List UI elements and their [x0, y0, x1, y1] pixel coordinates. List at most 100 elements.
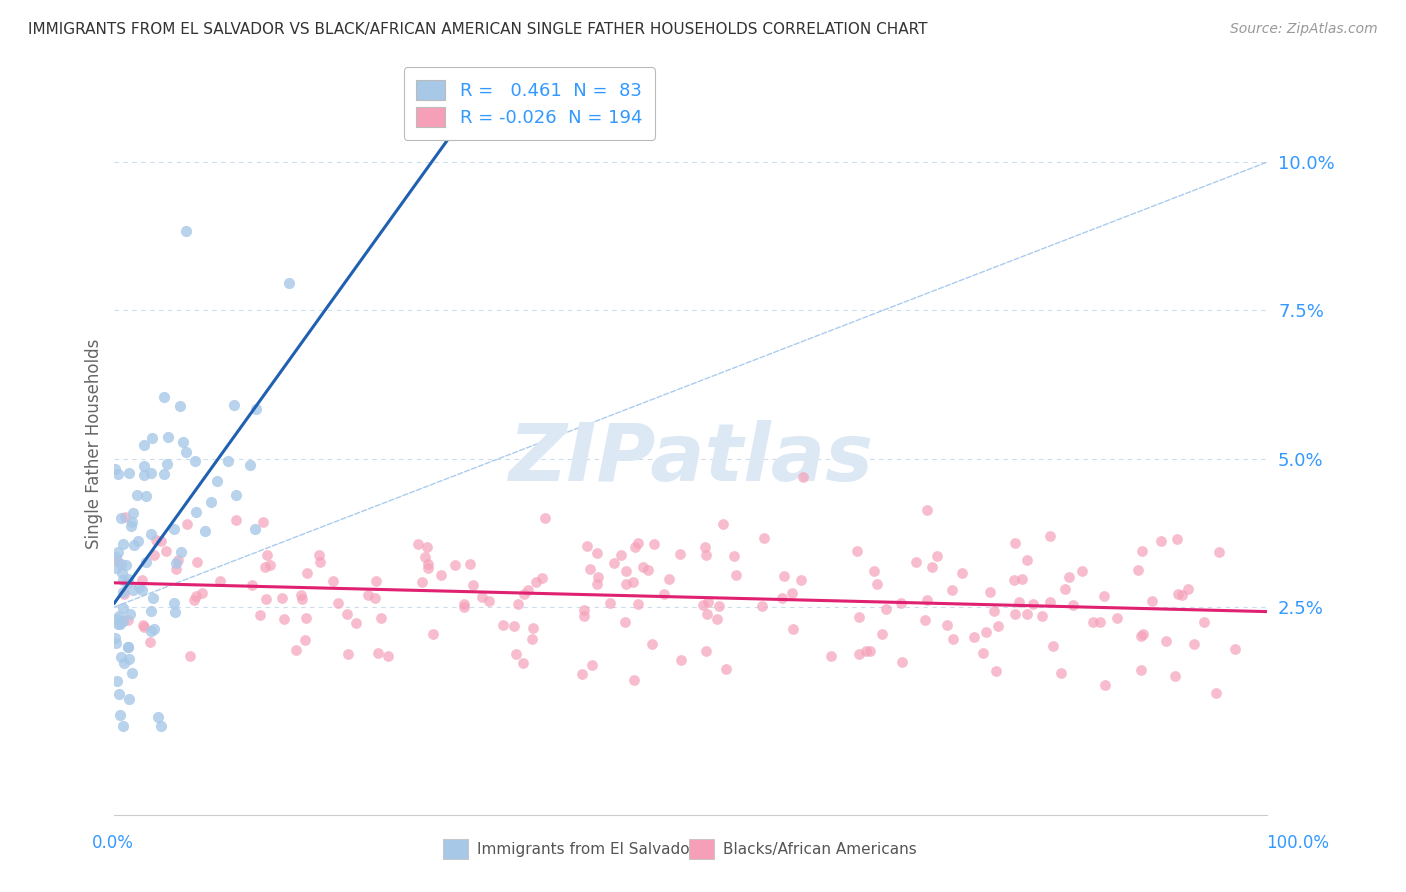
- Point: [367, 646, 389, 660]
- Point: [616, 576, 638, 591]
- Point: [183, 593, 205, 607]
- Point: [863, 564, 886, 578]
- Point: [165, 562, 187, 576]
- Point: [1031, 608, 1053, 623]
- Point: [522, 632, 544, 646]
- Point: [1225, 641, 1247, 656]
- Point: [370, 611, 392, 625]
- Point: [875, 602, 897, 616]
- Point: [309, 555, 332, 569]
- Point: [586, 577, 609, 591]
- Point: [751, 599, 773, 614]
- Point: [571, 667, 593, 681]
- Point: [121, 515, 143, 529]
- Point: [336, 607, 359, 621]
- Point: [1132, 627, 1154, 641]
- Point: [411, 574, 433, 589]
- Point: [122, 538, 145, 552]
- Point: [107, 467, 129, 482]
- Point: [122, 582, 145, 597]
- Point: [522, 621, 544, 635]
- Point: [121, 666, 143, 681]
- Point: [408, 537, 430, 551]
- Point: [112, 537, 135, 551]
- Point: [658, 572, 681, 586]
- Point: [1182, 637, 1205, 651]
- Point: [225, 513, 247, 527]
- Point: [1205, 685, 1227, 699]
- Y-axis label: Single Father Households: Single Father Households: [86, 339, 103, 549]
- Point: [1130, 629, 1153, 643]
- Point: [572, 609, 595, 624]
- Legend: R =   0.461  N =  83, R = -0.026  N = 194: R = 0.461 N = 83, R = -0.026 N = 194: [404, 68, 655, 140]
- Point: [127, 487, 149, 501]
- Point: [207, 474, 229, 488]
- Point: [294, 632, 316, 647]
- Point: [695, 644, 717, 658]
- Point: [112, 601, 135, 615]
- Point: [149, 718, 172, 732]
- Point: [1004, 607, 1026, 621]
- Point: [273, 612, 295, 626]
- Point: [240, 577, 263, 591]
- Point: [169, 400, 191, 414]
- Point: [983, 604, 1005, 618]
- Point: [344, 615, 367, 630]
- Point: [249, 608, 271, 623]
- Point: [1092, 589, 1115, 603]
- Point: [508, 597, 530, 611]
- Point: [150, 533, 173, 548]
- Point: [782, 623, 804, 637]
- Point: [357, 588, 380, 602]
- Point: [790, 573, 813, 587]
- Point: [870, 627, 893, 641]
- Point: [633, 560, 655, 574]
- Point: [131, 573, 153, 587]
- Point: [295, 566, 318, 581]
- Point: [245, 522, 267, 536]
- Point: [163, 522, 186, 536]
- Point: [623, 673, 645, 688]
- Point: [291, 592, 314, 607]
- Point: [105, 635, 128, 649]
- Point: [1039, 529, 1062, 543]
- Point: [1021, 597, 1043, 611]
- Point: [377, 649, 399, 664]
- Point: [170, 545, 193, 559]
- Point: [183, 454, 205, 468]
- Point: [118, 692, 141, 706]
- Point: [1130, 543, 1153, 558]
- Point: [517, 582, 540, 597]
- Point: [1004, 536, 1026, 550]
- Point: [599, 596, 621, 610]
- Point: [107, 616, 129, 631]
- Point: [128, 580, 150, 594]
- Point: [217, 454, 239, 468]
- Point: [111, 566, 134, 580]
- Point: [492, 618, 515, 632]
- Point: [413, 549, 436, 564]
- Text: 0.0%: 0.0%: [91, 834, 134, 852]
- Point: [117, 572, 139, 586]
- Point: [534, 510, 557, 524]
- Point: [176, 516, 198, 531]
- Point: [1140, 594, 1163, 608]
- Point: [141, 432, 163, 446]
- Point: [1094, 678, 1116, 692]
- Point: [890, 655, 912, 669]
- Point: [846, 544, 869, 558]
- Point: [696, 595, 718, 609]
- Point: [915, 592, 938, 607]
- Point: [156, 457, 179, 471]
- Point: [505, 648, 527, 662]
- Point: [627, 598, 650, 612]
- Point: [1171, 588, 1194, 602]
- Point: [135, 555, 157, 569]
- Point: [259, 558, 281, 573]
- Point: [1177, 582, 1199, 596]
- Point: [692, 599, 714, 613]
- Point: [118, 466, 141, 480]
- Point: [156, 430, 179, 444]
- Point: [478, 593, 501, 607]
- Point: [643, 537, 665, 551]
